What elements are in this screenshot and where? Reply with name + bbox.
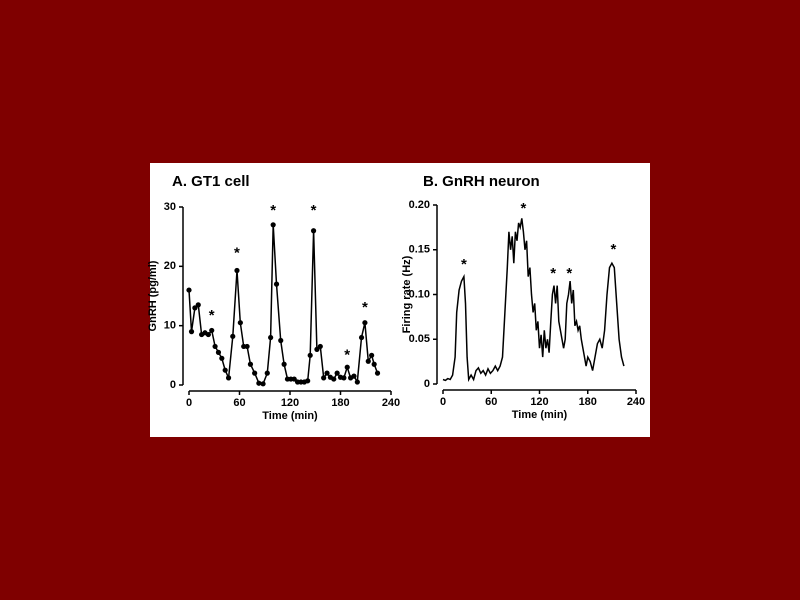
annotation: * <box>611 241 617 258</box>
data-point <box>305 378 311 384</box>
data-point <box>244 343 250 350</box>
x-tick-label: 0 <box>186 397 192 409</box>
data-point <box>369 352 375 358</box>
y-tick-label: 0 <box>170 379 176 391</box>
data-point <box>321 375 327 381</box>
data-point <box>234 267 240 274</box>
data-point <box>268 334 274 341</box>
y-tick-label: 0 <box>424 378 430 390</box>
data-point <box>324 370 330 376</box>
annotation: * <box>209 307 215 324</box>
data-point <box>195 302 201 308</box>
x-tick-label: 60 <box>233 397 245 409</box>
annotation: * <box>461 256 467 273</box>
x-tick-label: 240 <box>382 397 400 409</box>
x-axis-label: Time (min) <box>512 409 568 421</box>
chart-title: B. GnRH neuron <box>423 173 540 190</box>
data-point <box>209 327 215 334</box>
x-tick-label: 180 <box>579 396 597 408</box>
y-tick-label: 0.10 <box>409 288 430 300</box>
data-point <box>374 370 381 376</box>
data-point <box>192 305 198 311</box>
data-point <box>219 355 225 361</box>
data-line <box>442 218 625 383</box>
data-point <box>186 287 192 293</box>
data-point <box>273 281 280 287</box>
data-point <box>344 364 350 370</box>
data-point <box>237 320 243 326</box>
annotation: * <box>234 245 240 262</box>
data-point <box>314 346 320 352</box>
annotation: * <box>520 200 526 217</box>
data-point <box>341 375 347 381</box>
x-tick-label: 60 <box>485 396 497 408</box>
y-tick-label: 30 <box>164 201 176 213</box>
data-point <box>362 320 368 326</box>
annotation: * <box>550 265 556 282</box>
data-point <box>351 373 357 379</box>
data-point <box>212 343 218 350</box>
data-point <box>230 333 236 339</box>
data-point <box>358 334 365 341</box>
data-point <box>307 352 313 358</box>
annotation: * <box>311 202 317 219</box>
data-point <box>317 343 323 350</box>
y-axis-label: Firing rate (Hz) <box>401 255 413 333</box>
x-tick-label: 0 <box>440 396 446 408</box>
data-point <box>365 358 371 364</box>
data-point <box>188 329 195 335</box>
data-point <box>331 376 337 382</box>
data-point <box>371 361 377 367</box>
data-point <box>264 370 270 376</box>
annotation: * <box>362 299 368 316</box>
annotation: * <box>344 347 350 364</box>
data-point <box>252 370 258 376</box>
data-point <box>215 349 222 355</box>
x-tick-label: 120 <box>530 396 548 408</box>
y-tick-label: 0.05 <box>409 333 430 345</box>
data-point <box>256 380 262 386</box>
annotation: * <box>566 265 572 282</box>
y-axis-label: GnRH (pg/ml) <box>147 260 159 331</box>
data-point <box>225 375 232 381</box>
data-point <box>281 361 287 367</box>
data-point <box>310 228 317 234</box>
data-point <box>247 361 254 367</box>
y-tick-label: 10 <box>164 320 176 332</box>
data-point <box>354 379 360 385</box>
data-point <box>205 331 211 338</box>
data-point <box>291 376 297 382</box>
chart-title: A. GT1 cell <box>172 173 250 190</box>
data-point <box>222 367 228 373</box>
y-tick-label: 20 <box>164 260 176 272</box>
data-point <box>260 381 266 387</box>
y-tick-label: 0.20 <box>409 199 430 211</box>
data-point <box>270 222 276 228</box>
x-axis-label: Time (min) <box>262 410 318 422</box>
x-tick-label: 240 <box>627 396 645 408</box>
y-tick-label: 0.15 <box>409 244 430 256</box>
annotation: * <box>270 202 276 219</box>
x-tick-label: 180 <box>331 397 349 409</box>
x-tick-label: 120 <box>281 397 299 409</box>
data-point <box>278 337 284 344</box>
data-point <box>334 370 340 376</box>
